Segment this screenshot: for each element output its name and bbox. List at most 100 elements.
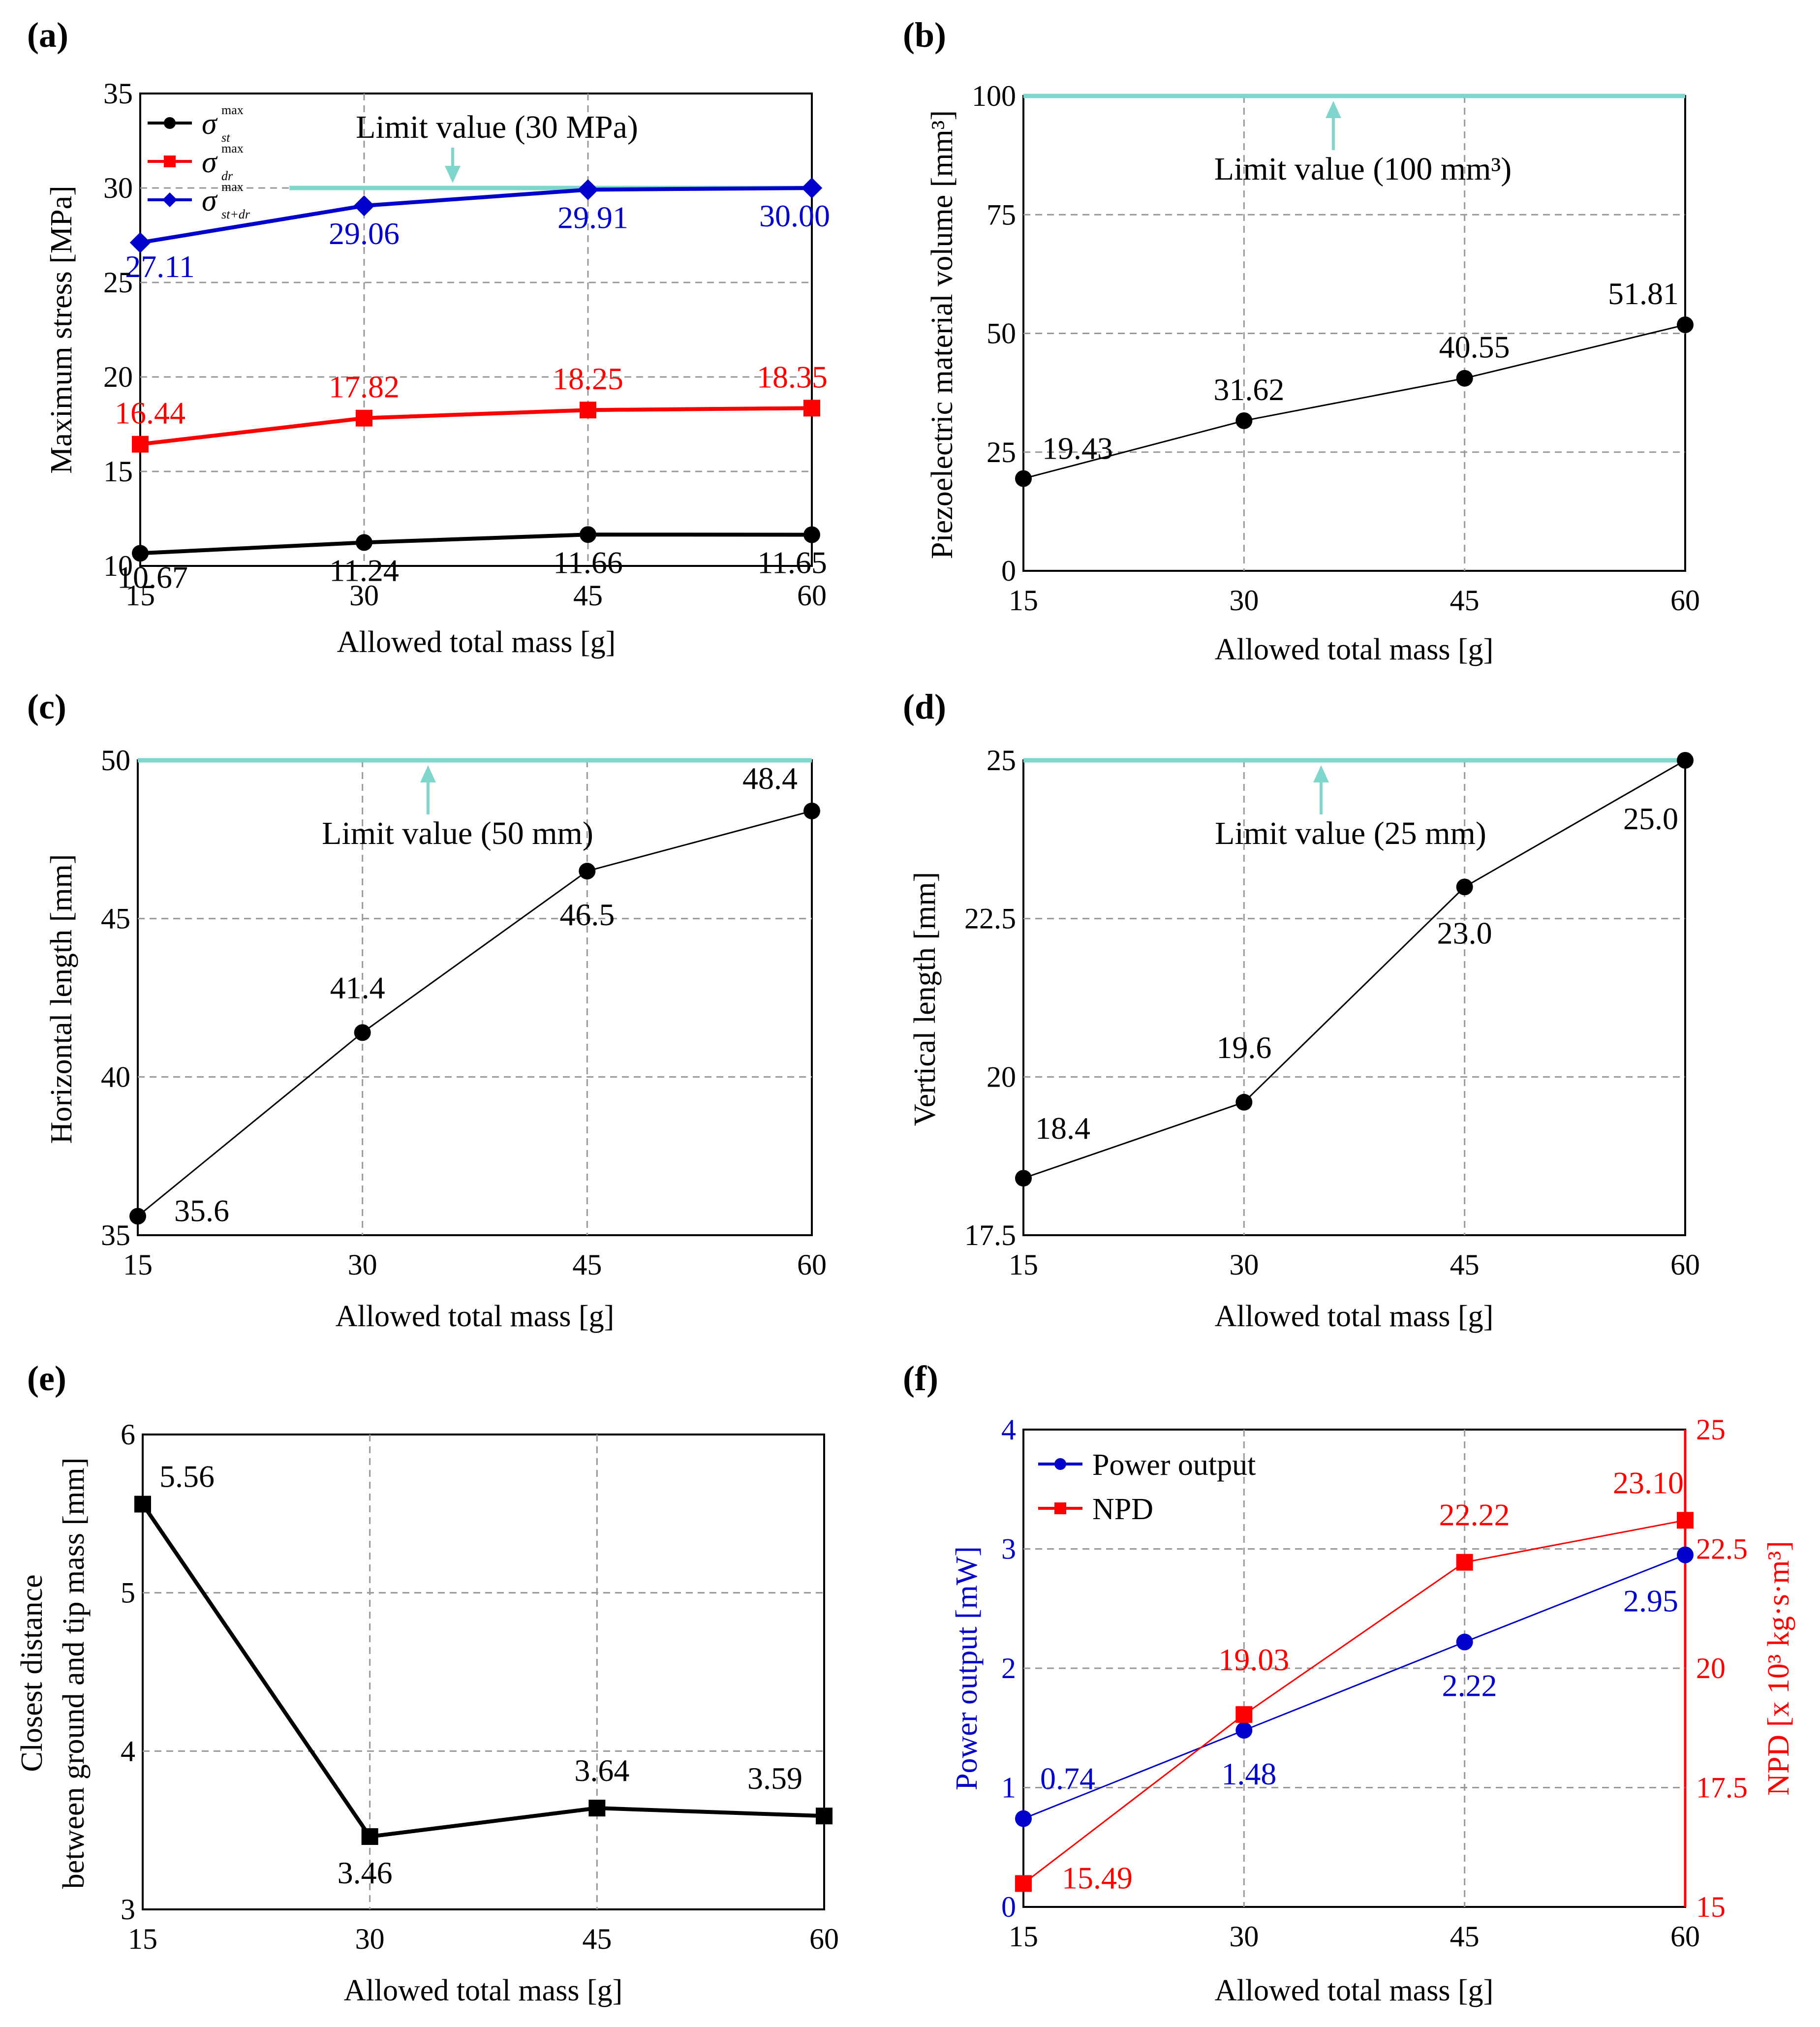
y-tick-label: 6	[121, 1418, 135, 1451]
series-line	[1023, 1554, 1686, 1819]
data-point-1	[356, 534, 372, 551]
data-point-3	[1677, 752, 1694, 769]
arrow-head	[420, 765, 436, 782]
limit-arrow	[420, 765, 436, 814]
data-point-0	[132, 545, 149, 562]
series-line	[141, 1503, 825, 1839]
legend-superscript: max	[221, 103, 244, 117]
grid-lines	[1023, 1430, 1685, 1907]
data-label: 48.4	[742, 761, 798, 796]
y-right-tick-labels: 15 17.5 20 22.5 25	[1696, 1413, 1748, 1923]
x-tick-label: 30	[1229, 1248, 1259, 1281]
data-label: 17.82	[329, 370, 400, 405]
y-tick-label: 1	[1001, 1772, 1016, 1804]
data-label: 41.4	[330, 970, 385, 1005]
y-tick-label: 2	[1001, 1652, 1016, 1684]
y-tick-label: 35	[101, 1219, 130, 1251]
panel-b: (b) Limit value (100 mm³) 19.43 31.62 40.5…	[903, 15, 1700, 666]
data-point-2	[1456, 1633, 1473, 1651]
series-line	[1023, 324, 1686, 479]
data-point-2	[162, 192, 177, 207]
series-layer: 5.56 3.46 3.64 3.59	[134, 1459, 833, 1890]
y-right-tick-label: 25	[1696, 1413, 1726, 1446]
data-label: 30.00	[759, 198, 830, 233]
data-point-0	[132, 436, 149, 453]
panel-label: (a)	[27, 15, 68, 55]
series-line	[1023, 759, 1686, 1179]
series-0: 19.43 31.62 40.55 51.81	[1015, 276, 1694, 487]
y-tick-labels: 17.5 20 22.5 25	[964, 744, 1016, 1251]
y-tick-label: 20	[103, 361, 133, 393]
y-tick-label: 50	[101, 744, 130, 777]
y-tick-label: 100	[972, 80, 1016, 112]
data-label: 18.25	[553, 361, 623, 396]
data-point-1	[1235, 1722, 1253, 1739]
x-tick-labels: 15 30 45 60	[123, 1248, 827, 1281]
x-tick-label: 45	[1450, 1920, 1480, 1953]
x-tick-label: 15	[125, 579, 155, 612]
data-point-2	[588, 1800, 606, 1817]
x-tick-label: 60	[1670, 584, 1700, 617]
limit-arrow	[1313, 765, 1329, 814]
x-axis-label: Allowed total mass [g]	[1215, 633, 1494, 666]
y-tick-label: 15	[103, 455, 133, 488]
y-right-tick-label: 17.5	[1696, 1772, 1748, 1804]
x-tick-label: 30	[348, 1248, 377, 1281]
x-tick-label: 60	[797, 1248, 827, 1281]
data-point-0	[164, 117, 176, 129]
legend-label: NPD	[1092, 1493, 1153, 1526]
y-right-tick-label: 22.5	[1696, 1533, 1748, 1565]
data-label: 19.43	[1042, 431, 1113, 466]
data-label: 25.0	[1623, 801, 1678, 836]
panel-a: (a) Limit value (30 MPa) 10.67 11.24 11.66…	[27, 15, 830, 659]
data-label: 23.10	[1613, 1465, 1684, 1500]
y-tick-label: 4	[121, 1735, 135, 1767]
x-axis-label: Allowed total mass [g]	[336, 1300, 615, 1333]
y-tick-label: 45	[101, 903, 130, 935]
data-label: 35.6	[174, 1193, 229, 1228]
series-line	[140, 406, 812, 446]
y-tick-labels: 35 40 45 50	[101, 744, 130, 1251]
panel-c: (c) Limit value (50 mm) 35.6 41.4 46.5 48.4…	[27, 687, 827, 1333]
y-tick-labels: 3 4 5 6	[121, 1418, 135, 1926]
arrow-head	[1326, 101, 1341, 118]
x-tick-label: 30	[355, 1923, 385, 1955]
legend-symbol: σ	[202, 146, 218, 179]
x-axis-label: Allowed total mass [g]	[1215, 1300, 1494, 1333]
x-tick-label: 45	[1450, 584, 1480, 617]
data-label: 29.06	[329, 216, 400, 251]
data-label: 27.11	[125, 249, 195, 284]
plot-area	[142, 1434, 825, 1910]
x-tick-label: 30	[349, 579, 379, 612]
y-tick-label: 35	[103, 77, 133, 110]
data-point-2	[1456, 878, 1473, 896]
panel-label: (d)	[903, 687, 946, 726]
limit-label: Limit value (100 mm³)	[1214, 151, 1512, 187]
legend-subscript: st+dr	[221, 207, 250, 221]
series-1: 15.49 19.03 22.22 23.10	[1015, 1465, 1694, 1895]
x-tick-label: 15	[1009, 584, 1038, 617]
y-tick-label: 3	[1001, 1533, 1016, 1565]
y-tick-label: 17.5	[964, 1219, 1016, 1251]
data-point-1	[164, 156, 176, 167]
series-0: 35.6 41.4 46.5 48.4	[129, 761, 820, 1228]
y-axis-label: Power output [mW]	[950, 1546, 984, 1790]
y-tick-label: 3	[121, 1893, 135, 1926]
data-label: 46.5	[559, 897, 615, 932]
series-0: 0.74 1.48 2.22 2.95	[1015, 1546, 1694, 1827]
grid-lines	[140, 94, 812, 566]
x-axis-label: Allowed total mass [g]	[1215, 1974, 1494, 2007]
data-point-2	[577, 179, 599, 200]
x-tick-labels: 15 30 45 60	[1009, 1248, 1700, 1281]
y-tick-label: 10	[103, 550, 133, 582]
data-label: 5.56	[159, 1459, 215, 1494]
data-point-0	[129, 232, 151, 253]
data-label: 19.6	[1216, 1030, 1271, 1065]
grid-lines	[138, 760, 812, 1235]
y-axis-label: Horizontal length [mm]	[45, 854, 78, 1144]
data-label: 16.44	[115, 396, 185, 431]
y-tick-labels: 10 15 20 25 30 35	[103, 77, 133, 582]
data-label: 51.81	[1608, 276, 1679, 311]
